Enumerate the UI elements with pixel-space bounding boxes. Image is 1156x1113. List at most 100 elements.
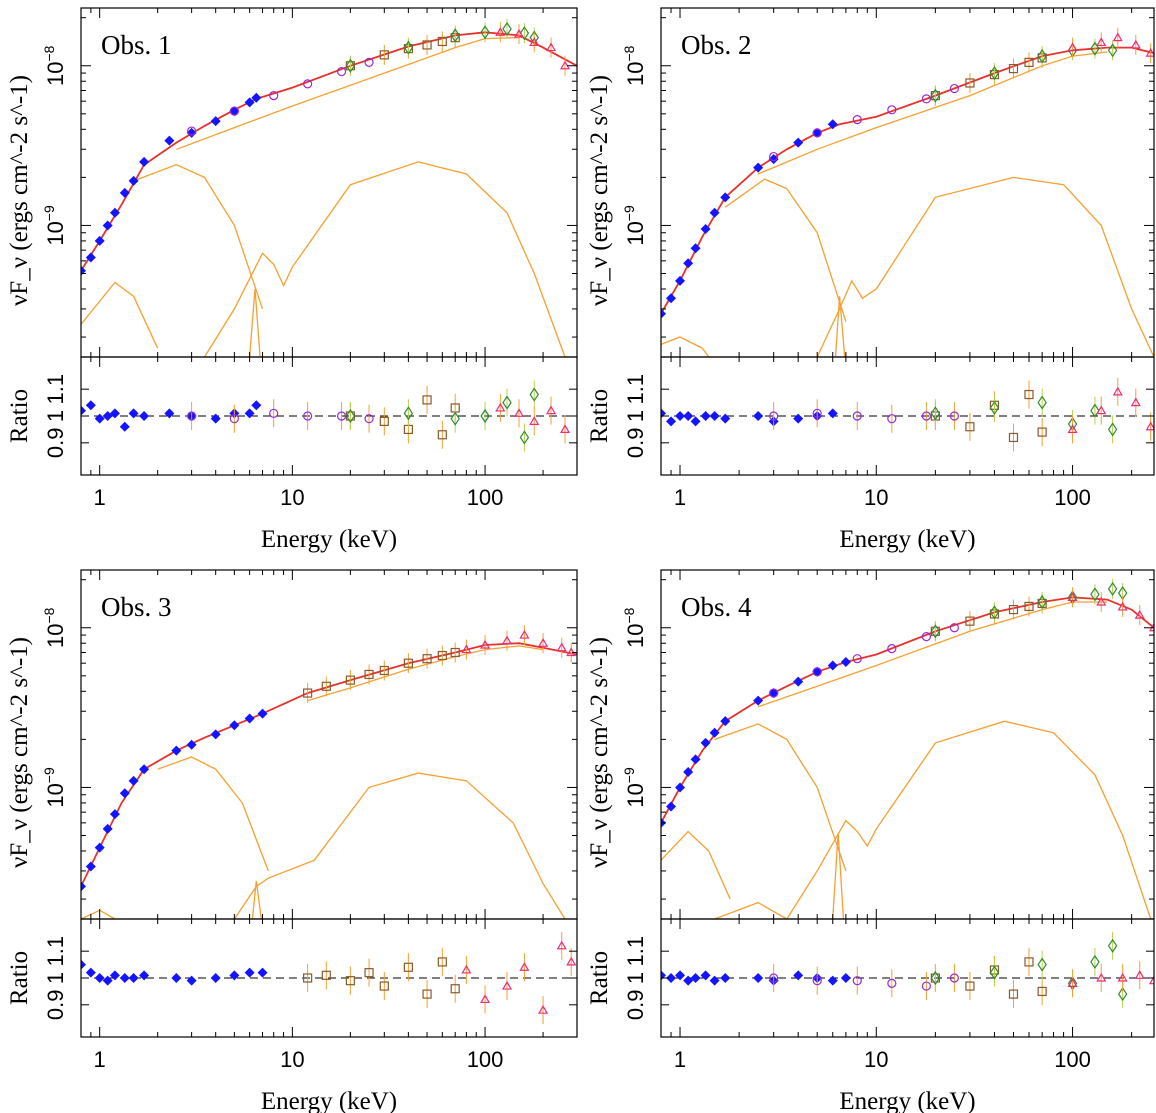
x-tick-label: 1 <box>94 485 106 510</box>
data-point-purple-circles <box>949 623 959 633</box>
total-model-curve <box>661 46 1154 315</box>
ratio-plot <box>81 931 577 1025</box>
y-axis-label-text: νF_ν (ergs cm^-2 s^-1) <box>6 637 33 868</box>
y-tick-label: 10−8 <box>41 45 68 86</box>
model-component-1 <box>176 36 520 150</box>
data-point-purple-circles <box>921 94 931 104</box>
ratio-point-green-diamonds <box>1037 957 1047 972</box>
total-model-curve <box>81 642 577 887</box>
ratio-point-blue-diamonds <box>720 413 731 424</box>
data-point-blue-diamonds <box>768 154 779 165</box>
data-point-brown-squares <box>965 616 975 626</box>
ratio-point-purple-circles <box>852 411 862 421</box>
model-component-4 <box>816 176 1154 357</box>
data-point-purple-circles <box>269 91 279 101</box>
data-point-green-diamonds <box>480 25 490 40</box>
ratio-tick-text: 1 <box>623 972 648 984</box>
y-axis-label-text: νF_ν (ergs cm^-2 s^-1) <box>6 75 33 306</box>
ratio-point-brown-squares <box>1037 427 1047 437</box>
model-component-2 <box>81 281 159 349</box>
data-point-green-diamonds <box>1037 48 1047 64</box>
data-point-pink-triangles <box>461 644 472 654</box>
data-point-blue-diamonds <box>753 162 764 173</box>
ratio-point-blue-diamonds <box>186 975 197 986</box>
ratio-point-blue-diamonds <box>827 408 838 419</box>
ratio-point-blue-diamonds <box>793 413 804 424</box>
data-point-blue-diamonds <box>81 881 86 892</box>
ratio-tick-text: 0.9 <box>623 428 648 459</box>
data-point-blue-diamonds <box>94 235 105 246</box>
data-point-blue-diamonds <box>85 861 96 872</box>
y-axis-label: νF_ν (ergs cm^-2 s^-1) <box>6 637 33 868</box>
x-axis-label: Energy (keV) <box>261 526 397 553</box>
data-point-brown-squares <box>450 647 460 658</box>
ratio-tick-label: 1 <box>623 410 648 422</box>
ratio-point-pink-triangles <box>1130 397 1141 407</box>
ratio-point-blue-diamonds <box>94 973 105 983</box>
ratio-point-green-diamonds <box>480 408 490 424</box>
data-point-blue-diamonds <box>690 243 701 254</box>
data-point-blue-diamonds <box>257 708 268 719</box>
data-point-brown-squares <box>345 675 355 685</box>
panel-obs-4: 1 10 100 10−9 10−8 0.9 1 1.1 Obs. 4 Energy (keV) ν… <box>586 569 1155 1113</box>
data-point-blue-diamonds <box>827 119 838 130</box>
ratio-point-brown-squares <box>364 968 374 978</box>
ratio-point-green-diamonds <box>519 430 530 445</box>
data-point-blue-diamonds <box>675 782 686 793</box>
ratio-tick-text: 1.1 <box>623 936 648 967</box>
ratio-point-blue-diamonds <box>675 970 686 981</box>
model-component-5 <box>251 880 262 919</box>
data-point-blue-diamonds <box>666 293 677 304</box>
y-tick-label: 10−9 <box>41 767 68 808</box>
data-point-blue-diamonds <box>109 809 120 820</box>
data-point-green-diamonds <box>1090 41 1100 56</box>
data-point-blue-diamonds <box>812 127 823 138</box>
ratio-plot <box>661 377 1154 452</box>
data-point-purple-circles <box>852 115 862 125</box>
model-component-5 <box>834 296 846 357</box>
data-point-green-diamonds <box>1107 43 1118 58</box>
x-axis-ticks <box>660 570 1133 1037</box>
data-point-brown-squares <box>422 654 432 664</box>
ratio-point-brown-squares <box>450 984 460 994</box>
data-point-purple-circles <box>887 644 897 654</box>
ratio-point-green-diamonds <box>403 406 414 421</box>
spectrum-frame <box>80 7 578 358</box>
model-component-5 <box>248 288 261 357</box>
data-point-purple-circles <box>921 632 931 642</box>
spectrum-frame <box>660 7 1155 358</box>
ratio-point-blue-diamonds <box>210 413 221 424</box>
y-axis-label: νF_ν (ergs cm^-2 s^-1) <box>586 75 613 306</box>
ratio-point-green-diamonds <box>345 408 356 424</box>
ratio-point-brown-squares <box>1024 389 1034 400</box>
data-point-brown-squares <box>1008 63 1019 74</box>
y-tick-text: 10−9 <box>621 767 648 808</box>
data-point-brown-squares <box>1008 604 1019 615</box>
data-point-blue-diamonds <box>700 223 711 234</box>
data-point-blue-diamonds <box>210 116 221 127</box>
ratio-point-purple-circles <box>364 414 374 424</box>
ratio-point-green-diamonds <box>1037 395 1047 410</box>
data-point-pink-triangles <box>501 635 513 645</box>
data-point-brown-squares <box>422 40 432 50</box>
ratio-tick-text: 0.9 <box>43 990 68 1021</box>
ratio-tick-label: 1 <box>43 972 68 984</box>
ratio-point-purple-circles <box>921 411 931 421</box>
ratio-axis-label: Ratio <box>586 951 613 1005</box>
ratio-point-purple-circles <box>769 973 779 983</box>
ratio-point-pink-triangles <box>1145 421 1154 431</box>
data-point-purple-circles <box>887 105 897 115</box>
ratio-point-blue-diamonds <box>139 970 150 981</box>
ratio-point-green-diamonds <box>1090 403 1100 418</box>
ratio-axis-label: Ratio <box>6 951 33 1005</box>
x-axis-label: Energy (keV) <box>839 526 975 553</box>
ratio-point-purple-circles <box>812 976 822 986</box>
spectrum-frame <box>660 569 1155 920</box>
x-tick-label: 1 <box>674 1047 686 1072</box>
spectrum-plot <box>81 625 577 919</box>
data-point-blue-diamonds <box>753 695 764 706</box>
data-point-blue-diamonds <box>709 727 720 738</box>
data-point-blue-diamonds <box>186 739 197 750</box>
model-component-2 <box>661 336 710 357</box>
ratio-point-purple-circles <box>949 973 959 983</box>
